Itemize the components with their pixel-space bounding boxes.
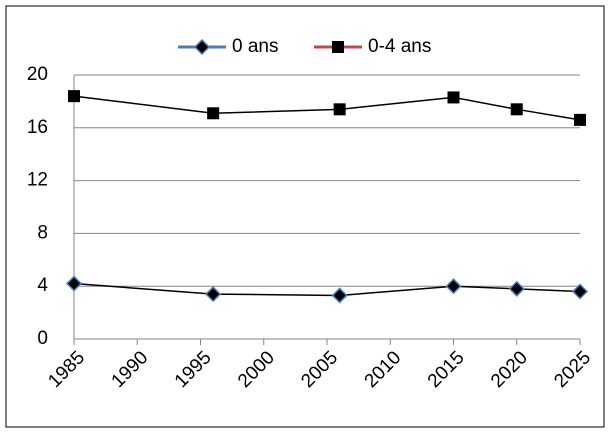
y-tick-label: 12: [27, 170, 48, 191]
y-tick-label: 4: [37, 275, 48, 296]
chart-border: [5, 5, 605, 428]
marker: [207, 107, 220, 120]
legend-label: 0-4 ans: [368, 36, 431, 57]
marker: [68, 90, 80, 103]
marker: [445, 278, 462, 295]
y-tick-label: 0: [37, 328, 48, 349]
marker: [574, 113, 586, 126]
marker: [510, 103, 523, 116]
marker: [571, 283, 589, 300]
y-tick-label: 16: [27, 117, 48, 138]
line: [73, 95, 581, 121]
marker: [333, 103, 346, 116]
y-tick-label: 20: [27, 64, 48, 85]
marker: [447, 91, 460, 104]
legend-marker: [332, 41, 344, 53]
y-tick-label: 8: [37, 222, 48, 243]
legend-label: 0 ans: [232, 36, 278, 57]
marker: [205, 286, 222, 303]
legend-marker: [193, 38, 211, 56]
line: [73, 282, 581, 297]
marker: [508, 280, 525, 297]
marker: [65, 275, 83, 292]
marker: [331, 287, 348, 304]
